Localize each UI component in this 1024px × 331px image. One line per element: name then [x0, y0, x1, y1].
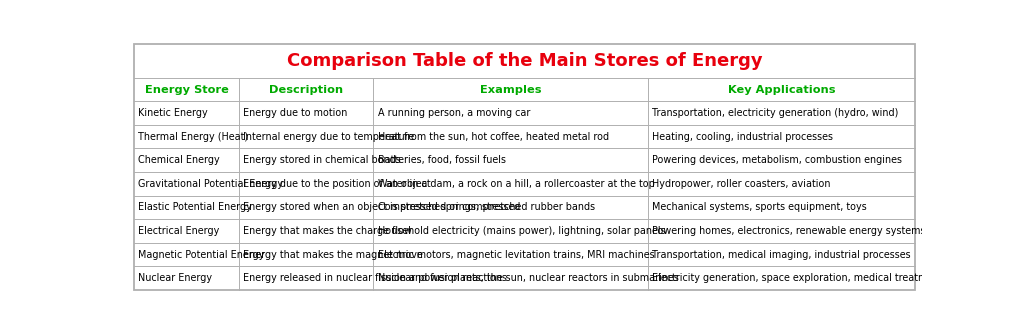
Text: Powering devices, metabolism, combustion engines: Powering devices, metabolism, combustion…	[652, 155, 902, 165]
Text: Batteries, food, fossil fuels: Batteries, food, fossil fuels	[378, 155, 506, 165]
Text: Energy stored when an object is stretched or compressed: Energy stored when an object is stretche…	[243, 203, 520, 213]
Text: Thermal Energy (Heat): Thermal Energy (Heat)	[138, 132, 249, 142]
Text: Energy Store: Energy Store	[144, 85, 228, 95]
Text: Energy that makes the magnet move: Energy that makes the magnet move	[243, 250, 423, 260]
Text: Hydropower, roller coasters, aviation: Hydropower, roller coasters, aviation	[652, 179, 831, 189]
Text: Powering homes, electronics, renewable energy systems: Powering homes, electronics, renewable e…	[652, 226, 926, 236]
Text: Water in a dam, a rock on a hill, a rollercoaster at the top: Water in a dam, a rock on a hill, a roll…	[378, 179, 654, 189]
Text: Transportation, medical imaging, industrial processes: Transportation, medical imaging, industr…	[652, 250, 911, 260]
Text: Energy due to the position of an object: Energy due to the position of an object	[243, 179, 431, 189]
Text: Electrical Energy: Electrical Energy	[138, 226, 220, 236]
Text: Mechanical systems, sports equipment, toys: Mechanical systems, sports equipment, to…	[652, 203, 867, 213]
Text: Key Applications: Key Applications	[728, 85, 836, 95]
Text: Household electricity (mains power), lightning, solar panels: Household electricity (mains power), lig…	[378, 226, 666, 236]
Text: Energy that makes the charge flow: Energy that makes the charge flow	[243, 226, 412, 236]
Text: A running person, a moving car: A running person, a moving car	[378, 108, 529, 118]
Text: Energy due to motion: Energy due to motion	[243, 108, 347, 118]
Text: Description: Description	[269, 85, 343, 95]
Text: Kinetic Energy: Kinetic Energy	[138, 108, 208, 118]
Text: Gravitational Potential Energy: Gravitational Potential Energy	[138, 179, 284, 189]
Text: Electric motors, magnetic levitation trains, MRI machines: Electric motors, magnetic levitation tra…	[378, 250, 654, 260]
Text: Heat from the sun, hot coffee, heated metal rod: Heat from the sun, hot coffee, heated me…	[378, 132, 608, 142]
Text: Heating, cooling, industrial processes: Heating, cooling, industrial processes	[652, 132, 834, 142]
Text: Compressed springs, stretched rubber bands: Compressed springs, stretched rubber ban…	[378, 203, 595, 213]
Text: Elastic Potential Energy: Elastic Potential Energy	[138, 203, 252, 213]
Text: Chemical Energy: Chemical Energy	[138, 155, 220, 165]
Text: Electricity generation, space exploration, medical treatments: Electricity generation, space exploratio…	[652, 273, 948, 283]
Text: Energy stored in chemical bonds: Energy stored in chemical bonds	[243, 155, 400, 165]
Text: Comparison Table of the Main Stores of Energy: Comparison Table of the Main Stores of E…	[287, 52, 763, 70]
Text: Internal energy due to temperature: Internal energy due to temperature	[243, 132, 415, 142]
Text: Nuclear Energy: Nuclear Energy	[138, 273, 213, 283]
Text: Examples: Examples	[480, 85, 542, 95]
Text: Magnetic Potential Energy: Magnetic Potential Energy	[138, 250, 265, 260]
Text: Nuclear power plants, the sun, nuclear reactors in submarines: Nuclear power plants, the sun, nuclear r…	[378, 273, 678, 283]
Text: Transportation, electricity generation (hydro, wind): Transportation, electricity generation (…	[652, 108, 899, 118]
Text: Energy released in nuclear fission and fusion reactions: Energy released in nuclear fission and f…	[243, 273, 507, 283]
